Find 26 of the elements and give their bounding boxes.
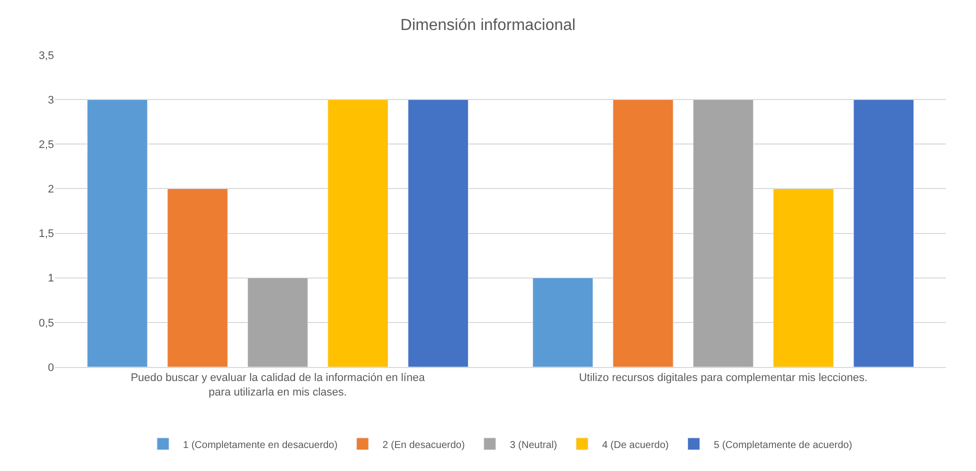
legend-label: 2 (En desacuerdo) bbox=[382, 440, 465, 451]
bar bbox=[853, 99, 914, 367]
bar bbox=[692, 99, 754, 367]
bar bbox=[328, 99, 388, 367]
y-tick-label: 0 bbox=[48, 362, 54, 374]
legend-label: 5 (Completamente de acuerdo) bbox=[714, 440, 852, 451]
x-tick-label: Utilizo recursos digitales para complementar mis lecciones. bbox=[578, 372, 868, 384]
y-tick-label: 2 bbox=[48, 184, 54, 196]
y-tick-label: 1 bbox=[48, 272, 54, 285]
bar bbox=[247, 278, 308, 367]
y-tick-label: 1,5 bbox=[38, 228, 54, 240]
y-tick-label: 3 bbox=[48, 94, 54, 106]
legend-label: 3 (Neutral) bbox=[510, 440, 558, 451]
bar bbox=[532, 278, 594, 367]
bar bbox=[612, 99, 674, 367]
legend-label: 1 (Completamente en desacuerdo) bbox=[183, 440, 338, 451]
bar bbox=[408, 99, 468, 367]
chart-title: Dimensión informacional bbox=[400, 17, 576, 34]
bar bbox=[87, 99, 148, 367]
bar bbox=[167, 188, 228, 367]
y-tick-label: 2,5 bbox=[38, 138, 54, 151]
x-tick-label: Puedo buscar y evaluar la calidad de la información en línea para utilizarla en mis clases. bbox=[130, 372, 426, 398]
legend-label: 4 (De acuerdo) bbox=[602, 440, 669, 451]
y-tick-label: 0,5 bbox=[38, 317, 54, 330]
y-tick-label: 3,5 bbox=[38, 50, 54, 62]
bar bbox=[773, 188, 834, 367]
